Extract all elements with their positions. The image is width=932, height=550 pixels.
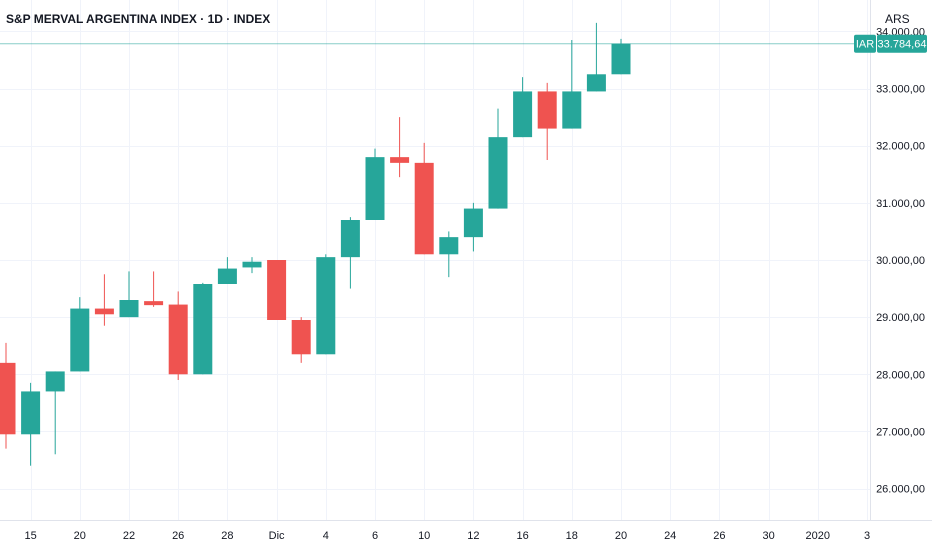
- candle-down[interactable]: [291, 317, 311, 363]
- time-axis-label: 3: [864, 530, 870, 542]
- time-axis-label: 6: [372, 530, 378, 542]
- candle-body: [316, 257, 336, 355]
- chart-title: S&P MERVAL ARGENTINA INDEX · 1D · INDEX: [6, 12, 270, 26]
- candle-body: [611, 43, 631, 75]
- price-axis-labels: 26.000,00 27.000,00 28.000,00 29.000,00 30.0…: [876, 26, 925, 495]
- candle-body: [488, 137, 508, 209]
- time-axis-label: 4: [323, 530, 329, 542]
- time-axis-label: 12: [467, 530, 479, 542]
- symbol-tag-box: [854, 34, 876, 53]
- time-axis-labels: 15 20 22 26 28 Dic 4 6 10 12 16 18 20 24 26 30 2020 3: [24, 530, 870, 542]
- time-axis-label: 30: [762, 530, 774, 542]
- time-axis-label: 28: [221, 530, 233, 542]
- candle-up[interactable]: [340, 217, 360, 289]
- candle-body: [390, 157, 410, 163]
- price-axis-label: 31.000,00: [876, 198, 925, 210]
- last-price-tag: IAR 33.784,64: [854, 34, 927, 53]
- price-axis-label: 27.000,00: [876, 426, 925, 438]
- candle-down[interactable]: [267, 260, 287, 320]
- time-axis-label: 20: [615, 530, 627, 542]
- candle-body: [70, 308, 90, 372]
- price-axis-label: 30.000,00: [876, 255, 925, 267]
- candle-up[interactable]: [70, 297, 90, 372]
- time-axis-label: 2020: [806, 530, 830, 542]
- candle-body: [217, 268, 237, 284]
- price-axis-label: 29.000,00: [876, 312, 925, 324]
- candle-body: [21, 391, 41, 435]
- candle-body: [45, 371, 65, 392]
- time-axis-label: 15: [24, 530, 36, 542]
- candle-up[interactable]: [513, 77, 533, 138]
- candle-body: [463, 208, 483, 238]
- time-axis-label: 10: [418, 530, 430, 542]
- candle-up[interactable]: [488, 108, 508, 209]
- candle-up[interactable]: [365, 148, 385, 220]
- time-axis-label: 22: [123, 530, 135, 542]
- time-axis-label: Dic: [269, 530, 285, 542]
- candle-up[interactable]: [217, 257, 237, 284]
- candle-down[interactable]: [144, 271, 164, 307]
- candle-body: [414, 162, 434, 255]
- candle-up[interactable]: [242, 257, 262, 274]
- candle-down[interactable]: [94, 274, 114, 326]
- candle-body: [193, 284, 213, 375]
- candle-up[interactable]: [463, 202, 483, 252]
- price-axis-label: 32.000,00: [876, 141, 925, 153]
- time-axis-label: 24: [664, 530, 676, 542]
- candle-body: [267, 260, 287, 320]
- time-axis-label: 16: [516, 530, 528, 542]
- candle-body: [144, 301, 164, 306]
- candle-down[interactable]: [0, 342, 16, 449]
- candle-body: [119, 300, 139, 318]
- last-price-value: 33.784,64: [878, 39, 927, 51]
- candle-up[interactable]: [611, 38, 631, 75]
- candle-down[interactable]: [414, 142, 434, 255]
- candle-down[interactable]: [537, 82, 557, 160]
- time-axis-label: 18: [566, 530, 578, 542]
- candle-body: [586, 74, 606, 92]
- candle-down[interactable]: [390, 117, 410, 178]
- last-price-box: [877, 34, 927, 53]
- price-axis-label: 28.000,00: [876, 369, 925, 381]
- time-axis-label: 20: [74, 530, 86, 542]
- candle-body: [291, 320, 311, 355]
- candle-body: [242, 261, 262, 268]
- candle-up[interactable]: [316, 254, 336, 355]
- candle-up[interactable]: [439, 231, 459, 278]
- symbol-tag: IAR: [856, 39, 874, 51]
- candle-body: [562, 91, 582, 129]
- candle-body: [0, 362, 16, 435]
- candle-body: [537, 91, 557, 129]
- grid: [0, 0, 870, 520]
- candle-up[interactable]: [45, 371, 65, 455]
- currency-label[interactable]: ARS: [885, 12, 910, 26]
- price-axis-label: 26.000,00: [876, 484, 925, 496]
- price-axis-label: 33.000,00: [876, 84, 925, 96]
- candles[interactable]: [0, 22, 631, 466]
- candle-body: [168, 304, 188, 375]
- time-axis-label: 26: [713, 530, 725, 542]
- candle-up[interactable]: [562, 40, 582, 129]
- candle-body: [340, 220, 360, 258]
- candle-body: [94, 308, 114, 315]
- candle-body: [365, 157, 385, 220]
- candle-down[interactable]: [168, 291, 188, 380]
- candle-up[interactable]: [586, 22, 606, 92]
- candle-up[interactable]: [119, 271, 139, 318]
- candle-body: [513, 91, 533, 138]
- time-axis-label: 26: [172, 530, 184, 542]
- candle-up[interactable]: [21, 382, 41, 466]
- candle-up[interactable]: [193, 282, 213, 375]
- candle-body: [439, 237, 459, 255]
